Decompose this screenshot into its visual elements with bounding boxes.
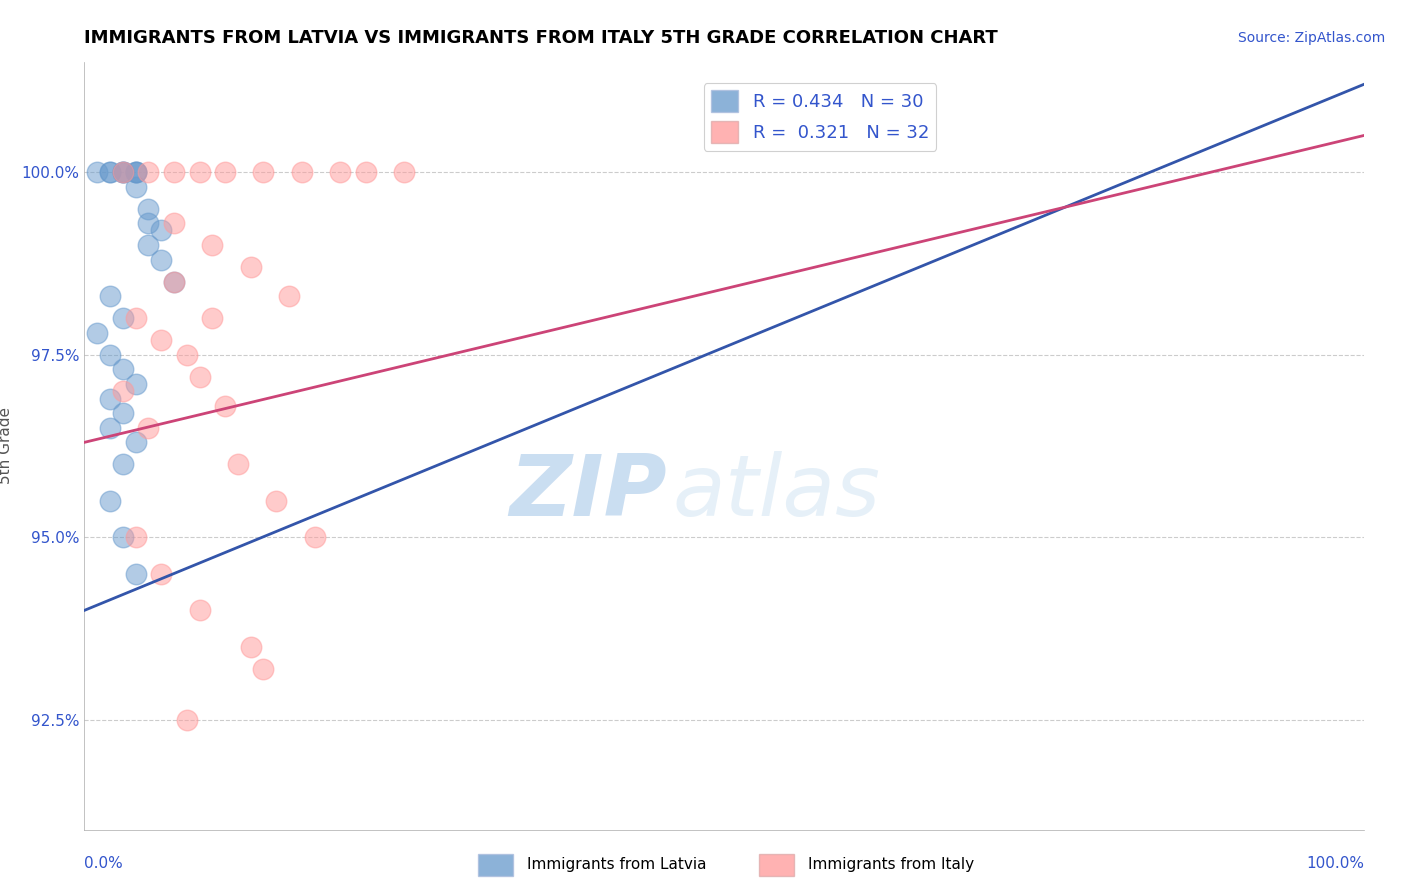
- Point: [163, 275, 186, 289]
- Point: [150, 566, 173, 581]
- Point: [124, 311, 146, 326]
- Point: [111, 362, 134, 376]
- Text: IMMIGRANTS FROM LATVIA VS IMMIGRANTS FROM ITALY 5TH GRADE CORRELATION CHART: IMMIGRANTS FROM LATVIA VS IMMIGRANTS FRO…: [84, 29, 998, 47]
- Point: [214, 165, 236, 179]
- Point: [138, 202, 160, 216]
- Point: [124, 165, 146, 179]
- Point: [188, 603, 211, 617]
- Point: [252, 662, 274, 676]
- Point: [124, 165, 146, 179]
- Point: [111, 457, 134, 471]
- Point: [201, 238, 224, 252]
- Point: [138, 238, 160, 252]
- Point: [304, 530, 326, 544]
- Text: Immigrants from Latvia: Immigrants from Latvia: [527, 857, 707, 871]
- Point: [111, 406, 134, 420]
- Point: [138, 421, 160, 435]
- Point: [111, 311, 134, 326]
- Point: [150, 333, 173, 347]
- Text: ZIP: ZIP: [509, 450, 666, 533]
- Point: [86, 326, 108, 340]
- Point: [214, 399, 236, 413]
- Point: [98, 348, 121, 362]
- Point: [138, 216, 160, 230]
- Point: [163, 275, 186, 289]
- Text: 0.0%: 0.0%: [84, 856, 124, 871]
- Point: [98, 289, 121, 303]
- Point: [124, 179, 146, 194]
- Point: [98, 493, 121, 508]
- Point: [111, 165, 134, 179]
- Point: [252, 165, 274, 179]
- Text: Immigrants from Italy: Immigrants from Italy: [808, 857, 974, 871]
- Point: [176, 348, 198, 362]
- Point: [124, 376, 146, 391]
- Point: [98, 165, 121, 179]
- Point: [124, 530, 146, 544]
- Point: [226, 457, 249, 471]
- Text: Source: ZipAtlas.com: Source: ZipAtlas.com: [1237, 31, 1385, 45]
- Point: [354, 165, 377, 179]
- Point: [138, 165, 160, 179]
- Point: [264, 493, 288, 508]
- Point: [176, 713, 198, 727]
- Legend: R = 0.434   N = 30, R =  0.321   N = 32: R = 0.434 N = 30, R = 0.321 N = 32: [704, 83, 936, 151]
- Point: [278, 289, 301, 303]
- Point: [98, 421, 121, 435]
- Point: [86, 165, 108, 179]
- Point: [124, 566, 146, 581]
- Point: [124, 435, 146, 450]
- Point: [150, 223, 173, 237]
- Point: [111, 384, 134, 399]
- Y-axis label: 5th Grade: 5th Grade: [0, 408, 13, 484]
- Point: [394, 165, 416, 179]
- Point: [188, 369, 211, 384]
- Point: [291, 165, 314, 179]
- Point: [188, 165, 211, 179]
- Point: [111, 165, 134, 179]
- Point: [239, 640, 262, 654]
- Point: [111, 165, 134, 179]
- Point: [150, 252, 173, 267]
- Point: [124, 165, 146, 179]
- Point: [239, 260, 262, 274]
- Point: [111, 530, 134, 544]
- Point: [329, 165, 352, 179]
- Text: atlas: atlas: [673, 450, 882, 533]
- Point: [163, 165, 186, 179]
- Point: [163, 216, 186, 230]
- Text: 100.0%: 100.0%: [1306, 856, 1364, 871]
- Point: [201, 311, 224, 326]
- Point: [98, 165, 121, 179]
- Point: [98, 392, 121, 406]
- Point: [111, 165, 134, 179]
